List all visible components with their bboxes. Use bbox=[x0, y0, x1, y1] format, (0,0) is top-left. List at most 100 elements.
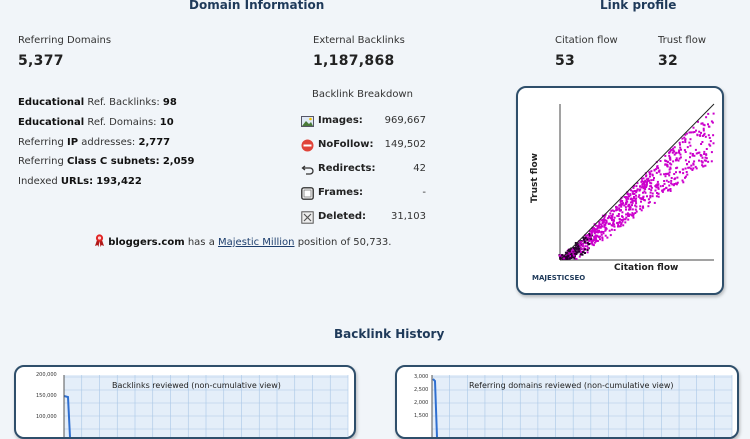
scatter-point bbox=[572, 254, 575, 257]
majestic-million-link[interactable]: Majestic Million bbox=[218, 237, 295, 248]
scatter-point bbox=[631, 199, 634, 202]
scatter-point bbox=[639, 188, 642, 191]
scatter-point bbox=[665, 179, 668, 182]
scatter-point bbox=[673, 183, 676, 185]
scatter-point bbox=[588, 233, 591, 235]
scatter-point bbox=[621, 219, 624, 222]
scatter-point bbox=[649, 194, 652, 197]
scatter-point bbox=[684, 151, 687, 153]
scatter-point bbox=[568, 251, 571, 254]
scatter-point bbox=[635, 194, 637, 197]
breakdown-name: Images: bbox=[318, 115, 363, 126]
scatter-point bbox=[647, 205, 650, 208]
scatter-point bbox=[595, 239, 598, 242]
scatter-point bbox=[691, 153, 694, 155]
scatter-point bbox=[710, 151, 713, 154]
scatter-point bbox=[659, 173, 662, 176]
scatter-point bbox=[644, 188, 647, 190]
scatter-point bbox=[565, 255, 568, 258]
scatter-point bbox=[629, 198, 632, 201]
scatter-point bbox=[591, 230, 594, 233]
scatter-point bbox=[618, 221, 620, 224]
scatter-point bbox=[663, 173, 666, 176]
scatter-point bbox=[707, 123, 709, 126]
scatter-point bbox=[701, 161, 704, 164]
scatter-point bbox=[688, 131, 691, 134]
scatter-point bbox=[689, 167, 692, 170]
scatter-point bbox=[650, 185, 652, 188]
scatter-point bbox=[616, 214, 619, 217]
scatter-point bbox=[649, 175, 651, 178]
scatter-point bbox=[692, 163, 695, 166]
y-tick-label: 3,000 bbox=[414, 374, 429, 380]
scatter-point bbox=[598, 230, 601, 233]
scatter-point bbox=[645, 184, 648, 187]
breakdown-value: 149,502 bbox=[384, 139, 426, 150]
scatter-point bbox=[643, 183, 646, 186]
scatter-point bbox=[672, 160, 675, 163]
scatter-point bbox=[704, 159, 707, 162]
scatter-point bbox=[656, 184, 659, 187]
history-line bbox=[432, 378, 438, 437]
referring-domains-history-chart[interactable]: Referring domains reviewed (non-cumulati… bbox=[395, 365, 739, 439]
scatter-point bbox=[593, 223, 596, 226]
scatter-point bbox=[700, 131, 702, 134]
scatter-point bbox=[631, 204, 633, 207]
scatter-point bbox=[573, 246, 575, 249]
backlinks-history-chart[interactable]: Backlinks reviewed (non-cumulative view)… bbox=[14, 365, 356, 439]
scatter-point bbox=[591, 241, 593, 244]
scatter-point bbox=[636, 188, 639, 191]
scatter-point bbox=[617, 213, 620, 215]
scatter-point bbox=[574, 244, 577, 247]
million-text-a: has a bbox=[187, 237, 215, 248]
scatter-point bbox=[586, 241, 589, 244]
scatter-point bbox=[668, 154, 671, 157]
scatter-point bbox=[619, 225, 622, 228]
million-domain: bloggers.com bbox=[108, 237, 185, 248]
trust-citation-chart[interactable]: Trust flow Citation flow MAJESTICSEO bbox=[516, 86, 724, 295]
link-profile-title: Link profile bbox=[600, 0, 677, 12]
scatter-point bbox=[657, 186, 660, 189]
scatter-point bbox=[598, 221, 601, 224]
scatter-point bbox=[679, 156, 682, 159]
scatter-point bbox=[575, 247, 578, 250]
scatter-point bbox=[594, 224, 597, 227]
breakdown-value: 31,103 bbox=[391, 211, 426, 222]
domain-info-title: Domain Information bbox=[189, 0, 325, 12]
scatter-point bbox=[651, 174, 654, 177]
scatter-point bbox=[578, 250, 581, 253]
scatter-point bbox=[559, 257, 562, 260]
scatter-point bbox=[657, 167, 660, 170]
scatter-point bbox=[655, 171, 658, 174]
scatter-point bbox=[712, 134, 715, 137]
scatter-point bbox=[632, 193, 635, 195]
scatter-point bbox=[698, 151, 701, 154]
scatter-point bbox=[670, 148, 673, 151]
scatter-point bbox=[684, 138, 687, 141]
scatter-point bbox=[633, 197, 635, 200]
scatter-point bbox=[711, 121, 714, 124]
scatter-point bbox=[669, 157, 672, 160]
scatter-point bbox=[654, 189, 657, 192]
scatter-point bbox=[642, 177, 645, 180]
scatter-point bbox=[689, 138, 692, 141]
scatter-point bbox=[688, 141, 691, 144]
scatter-point bbox=[667, 188, 670, 191]
scatter-point bbox=[641, 183, 644, 186]
scatter-point bbox=[618, 209, 621, 212]
scatter-point bbox=[678, 157, 681, 160]
external-backlinks-value: 1,187,868 bbox=[313, 53, 395, 69]
scatter-point bbox=[570, 250, 573, 253]
indexed-urls-stat: Indexed URLs: 193,422 bbox=[18, 176, 142, 187]
redirect-icon bbox=[301, 163, 314, 176]
scatter-point bbox=[609, 212, 612, 215]
scatter-point bbox=[655, 184, 658, 187]
scatter-point bbox=[655, 168, 658, 171]
scatter-point bbox=[574, 247, 577, 250]
scatter-point bbox=[613, 219, 615, 222]
scatter-point bbox=[601, 214, 604, 217]
scatter-point bbox=[673, 153, 676, 156]
scatter-point bbox=[658, 169, 661, 172]
scatter-point bbox=[622, 224, 625, 227]
edu-domains-mid: Ref. Domains: bbox=[87, 117, 157, 128]
